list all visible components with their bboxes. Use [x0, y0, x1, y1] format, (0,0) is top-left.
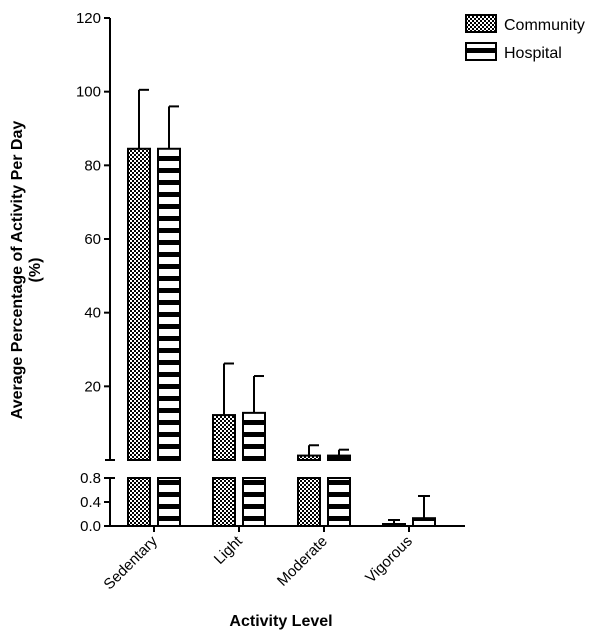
bar-hospital-moderate	[327, 454, 351, 461]
bar-community-sedentary-lower	[127, 477, 151, 527]
x-tick-label-light: Light	[211, 532, 247, 568]
legend-label-hospital: Hospital	[504, 45, 562, 62]
y-tick-label: 80	[84, 157, 101, 174]
bar-hospital-light-lower	[242, 477, 266, 527]
bar-community-moderate	[297, 454, 321, 461]
y-tick-label: 20	[84, 378, 101, 395]
x-tick-label-moderate: Moderate	[274, 533, 331, 590]
bar-hospital-vigorous	[412, 517, 436, 528]
bar-hospital-light	[242, 411, 266, 461]
y-tick-label: 100	[76, 84, 101, 101]
legend: Community Hospital	[465, 14, 585, 62]
y-tick-label: 60	[84, 231, 101, 248]
bar-community-light	[212, 414, 236, 461]
x-tick-label-sedentary: Sedentary	[100, 532, 161, 593]
y-axis-title-unit: (%)	[27, 258, 44, 283]
bar-community-light-lower	[212, 477, 236, 527]
legend-swatch-community	[465, 14, 497, 33]
x-tick-label-vigorous: Vigorous	[362, 533, 416, 587]
y-axis-title: Average Percentage of Activity Per Day	[9, 121, 26, 420]
y-tick-label: 0.0	[80, 518, 101, 535]
bar-hospital-sedentary-lower	[157, 477, 181, 527]
bar-community-moderate-lower	[297, 477, 321, 527]
y-tick-label: 120	[76, 10, 101, 27]
y-tick-label: 0.8	[80, 470, 101, 487]
x-axis-title: Activity Level	[229, 613, 332, 630]
bar-hospital-sedentary	[157, 147, 181, 461]
legend-swatch-hospital	[465, 42, 497, 61]
y-tick-label: 0.4	[80, 494, 101, 511]
legend-label-community: Community	[504, 17, 585, 34]
y-tick-label: 40	[84, 305, 101, 322]
bar-community-sedentary	[127, 147, 151, 461]
bar-hospital-moderate-lower	[327, 477, 351, 527]
